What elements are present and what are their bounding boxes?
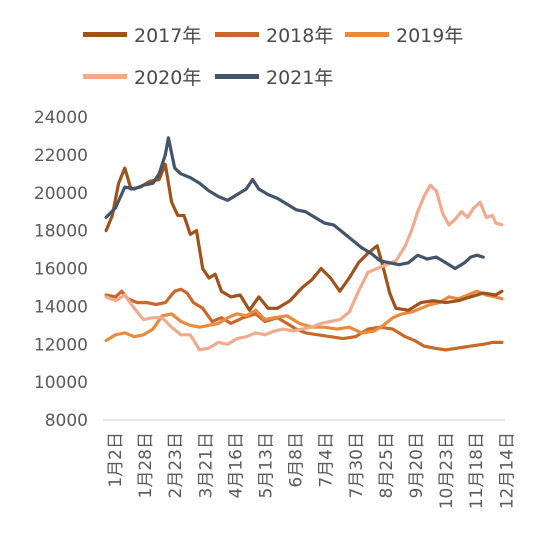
y-tick-label: 22000 — [34, 146, 88, 166]
x-tick-label: 9月20日 — [407, 432, 427, 498]
x-tick-label: 7月4日 — [317, 432, 337, 488]
x-tick-label: 1月2日 — [106, 432, 126, 488]
y-tick-label: 10000 — [34, 373, 88, 393]
legend-swatch-2018 — [215, 32, 259, 37]
x-tick-label: 7月30日 — [347, 432, 367, 498]
y-tick-label: 24000 — [34, 108, 88, 128]
legend-label-2017: 2017年 — [134, 25, 202, 47]
x-tick-label: 10月23日 — [437, 432, 457, 509]
x-tick-label: 12月14日 — [497, 432, 517, 509]
legend: 2017年 2018年 2019年 2020年 2021年 — [0, 0, 550, 110]
y-tick-label: 14000 — [34, 297, 88, 317]
series-line-2017 — [104, 162, 504, 312]
legend-item-2017: 2017年 — [83, 21, 201, 48]
legend-swatch-2019 — [345, 32, 389, 37]
legend-item-2018: 2018年 — [215, 21, 333, 48]
x-tick-label: 2月23日 — [166, 432, 186, 498]
x-tick-label: 1月28日 — [136, 432, 156, 498]
legend-swatch-2021 — [215, 74, 259, 79]
series-line-2021 — [104, 136, 485, 271]
legend-swatch-2017 — [83, 32, 127, 37]
series-line-2020 — [104, 183, 504, 352]
y-tick-label: 18000 — [34, 222, 88, 242]
x-tick-label: 6月8日 — [287, 432, 307, 488]
legend-label-2019: 2019年 — [396, 25, 464, 47]
series-line-2018 — [104, 287, 504, 352]
legend-label-2020: 2020年 — [134, 67, 202, 89]
y-tick-label: 16000 — [34, 260, 88, 280]
legend-label-2018: 2018年 — [266, 25, 334, 47]
y-tick-label: 20000 — [34, 184, 88, 204]
x-tick-label: 8月25日 — [377, 432, 397, 498]
x-tick-label: 4月16日 — [226, 432, 246, 498]
x-tick-label: 3月21日 — [196, 432, 216, 498]
legend-item-2020: 2020年 — [83, 63, 201, 90]
legend-swatch-2020 — [83, 74, 127, 79]
y-tick-label: 8000 — [45, 411, 88, 431]
y-tick-label: 12000 — [34, 335, 88, 355]
legend-label-2021: 2021年 — [266, 67, 334, 89]
x-tick-label: 11月18日 — [467, 432, 487, 509]
x-tick-label: 5月13日 — [257, 432, 277, 498]
legend-item-2019: 2019年 — [345, 21, 463, 48]
legend-item-2021: 2021年 — [215, 63, 333, 90]
